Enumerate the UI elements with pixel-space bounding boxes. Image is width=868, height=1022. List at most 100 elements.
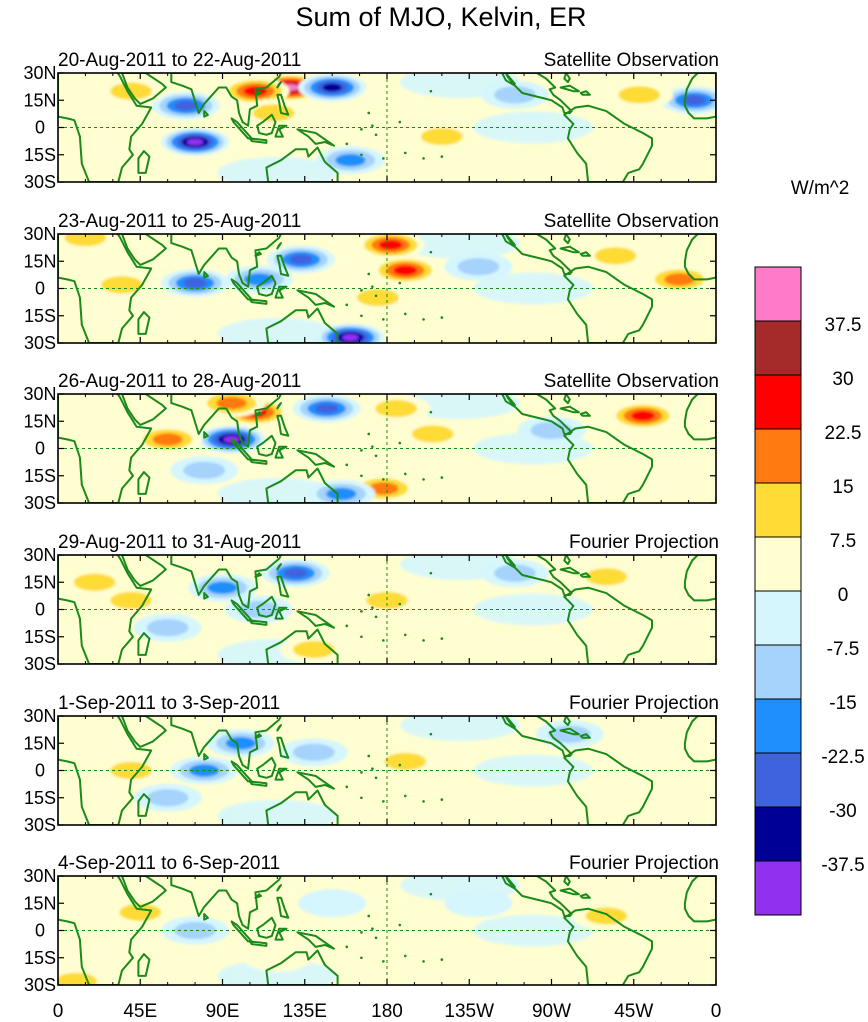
land-westafrica <box>683 876 716 923</box>
colorbar-swatch <box>754 320 802 376</box>
land-baja <box>504 555 516 567</box>
land-java <box>248 137 268 144</box>
colorbar-label: 30 <box>832 369 853 390</box>
island <box>398 763 402 767</box>
land-hainan <box>254 90 262 96</box>
island <box>440 958 444 961</box>
anomaly-contour <box>152 433 183 446</box>
colorbar-swatch <box>754 752 802 808</box>
anomaly-contour <box>356 288 399 307</box>
x-tick-label: 0 <box>711 1001 722 1022</box>
island <box>382 800 385 803</box>
land-florida <box>563 73 571 84</box>
anomaly-contour <box>292 640 335 659</box>
land-madagascar <box>137 311 151 335</box>
land-hispaniola <box>579 733 591 739</box>
island <box>367 272 371 276</box>
map-panel: 30N 15N 0 15S 30S 20-Aug-2011 to 22-Aug-2011 S… <box>23 50 719 192</box>
y-tick-label: 30S <box>24 654 56 674</box>
anomaly-contour <box>101 276 143 294</box>
anomaly-contour <box>73 573 116 591</box>
colorbar-swatch <box>754 536 802 592</box>
panel-source: Satellite Observation <box>544 50 719 71</box>
anomaly-contour <box>322 83 342 92</box>
land-baja <box>504 716 516 728</box>
colorbar-label: 22.5 <box>825 423 862 444</box>
island <box>367 111 371 115</box>
panel-source: Fourier Projection <box>569 853 719 874</box>
x-tick-label: 135E <box>283 1001 327 1022</box>
y-tick-label: 15S <box>24 627 56 647</box>
panel-date: 23-Aug-2011 to 25-Aug-2011 <box>58 211 301 232</box>
island <box>403 472 407 476</box>
land-samerica <box>563 265 653 343</box>
y-tick-label: 0 <box>35 439 45 459</box>
land-java <box>248 298 268 305</box>
anomaly-contour <box>243 273 275 286</box>
land-philippines <box>276 736 290 759</box>
land-borneo <box>256 434 277 457</box>
land-arabia <box>121 234 167 266</box>
y-tick-label: 30N <box>23 545 56 565</box>
colorbar-swatch <box>754 266 802 322</box>
anomaly-contour <box>420 127 463 146</box>
land-hainan <box>254 411 262 417</box>
land-samerica <box>563 104 653 182</box>
land-newguinea <box>296 771 335 790</box>
x-tick-label: 45W <box>614 1001 653 1022</box>
y-tick-label: 15N <box>23 572 56 592</box>
anomaly-contour <box>289 254 313 265</box>
land-madagascar <box>137 150 151 174</box>
island <box>429 732 433 736</box>
background-band <box>363 620 484 653</box>
island <box>403 954 407 958</box>
land-taiwan <box>276 724 282 732</box>
colorbar-label: 7.5 <box>830 531 856 552</box>
island <box>345 945 349 949</box>
island <box>374 615 378 619</box>
island <box>429 89 433 93</box>
panel-date: 29-Aug-2011 to 31-Aug-2011 <box>58 532 301 553</box>
anomaly-contour <box>618 86 661 104</box>
colorbar-swatch <box>754 590 802 646</box>
y-tick-label: 15N <box>23 893 56 913</box>
land-taiwan <box>276 563 282 571</box>
y-tick-label: 30S <box>24 815 56 835</box>
land-java <box>248 458 268 465</box>
colorbar-swatch <box>754 860 802 916</box>
anomaly-contour <box>342 334 359 341</box>
land-africa <box>58 716 153 825</box>
land-westafrica <box>683 234 716 281</box>
land-florida <box>563 716 571 727</box>
anomaly-contour <box>664 273 695 286</box>
y-tick-label: 15N <box>23 411 56 431</box>
island <box>398 602 402 606</box>
island <box>360 474 363 478</box>
island <box>360 956 363 960</box>
colorbar-label: -37.5 <box>821 855 864 876</box>
island <box>371 606 374 609</box>
land-japan <box>296 858 316 874</box>
anomaly-contour <box>444 889 513 918</box>
anomaly-contour <box>146 619 189 637</box>
colorbar-label: -30 <box>829 801 856 822</box>
map-panel: 30N 15N 0 15S 30S 29-Aug-2011 to 31-Aug-2011 F… <box>23 532 719 674</box>
land-hispaniola <box>579 251 591 257</box>
island <box>422 157 425 160</box>
island <box>371 285 374 288</box>
anomaly-contour <box>292 743 335 761</box>
anomaly-contour <box>368 482 399 495</box>
anomaly-contour <box>183 278 207 288</box>
y-tick-label: 15S <box>24 306 56 326</box>
anomaly-contour <box>252 104 295 122</box>
land-newguinea <box>296 610 335 629</box>
x-axis: 0 45E 90E 135E 180 135W 90W 45W 0 <box>53 1001 722 1022</box>
land-java <box>248 780 268 787</box>
land-westafrica <box>683 73 716 120</box>
island <box>360 153 363 157</box>
land-borneo <box>256 916 277 939</box>
y-tick-label: 30N <box>23 706 56 726</box>
land-africa <box>58 394 153 503</box>
island <box>371 445 374 448</box>
island <box>440 155 444 158</box>
